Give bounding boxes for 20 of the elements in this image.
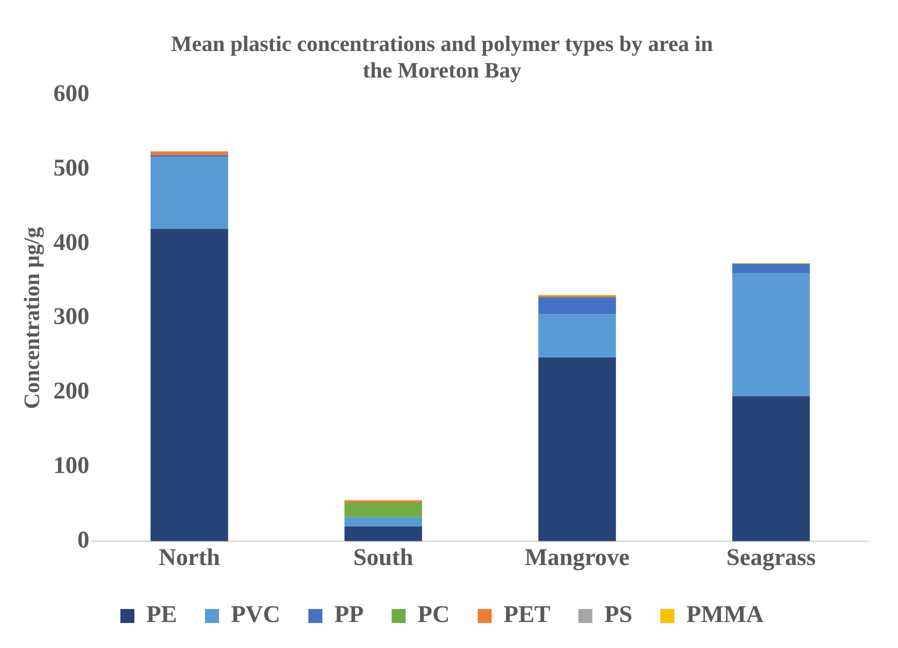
x-tick-label: South — [353, 544, 414, 571]
y-tick-label: 400 — [53, 230, 90, 256]
y-tick-label: 300 — [53, 304, 90, 330]
y-tick-label: 500 — [53, 155, 90, 182]
x-tick-label: North — [158, 544, 220, 571]
y-tick-label: 200 — [53, 378, 90, 405]
y-tick-label: 600 — [53, 81, 90, 108]
y-axis-title: Concentration µg/g — [18, 227, 44, 409]
legend-label: PMMA — [686, 602, 764, 628]
legend-label: PC — [418, 602, 450, 628]
legend-label: PP — [334, 602, 364, 628]
legend-label: PET — [504, 602, 550, 628]
legend-label: PE — [146, 602, 178, 628]
y-tick-label: 0 — [77, 527, 90, 554]
chart-title: Mean plastic concentrations and polymer types by area in the Moreton Bay — [171, 30, 713, 82]
x-tick-label: Mangrove — [524, 544, 630, 571]
y-tick-label: 100 — [53, 453, 90, 480]
legend-label: PS — [604, 602, 632, 628]
legend-label: PVC — [231, 602, 280, 628]
x-tick-label: Seagrass — [726, 544, 816, 571]
